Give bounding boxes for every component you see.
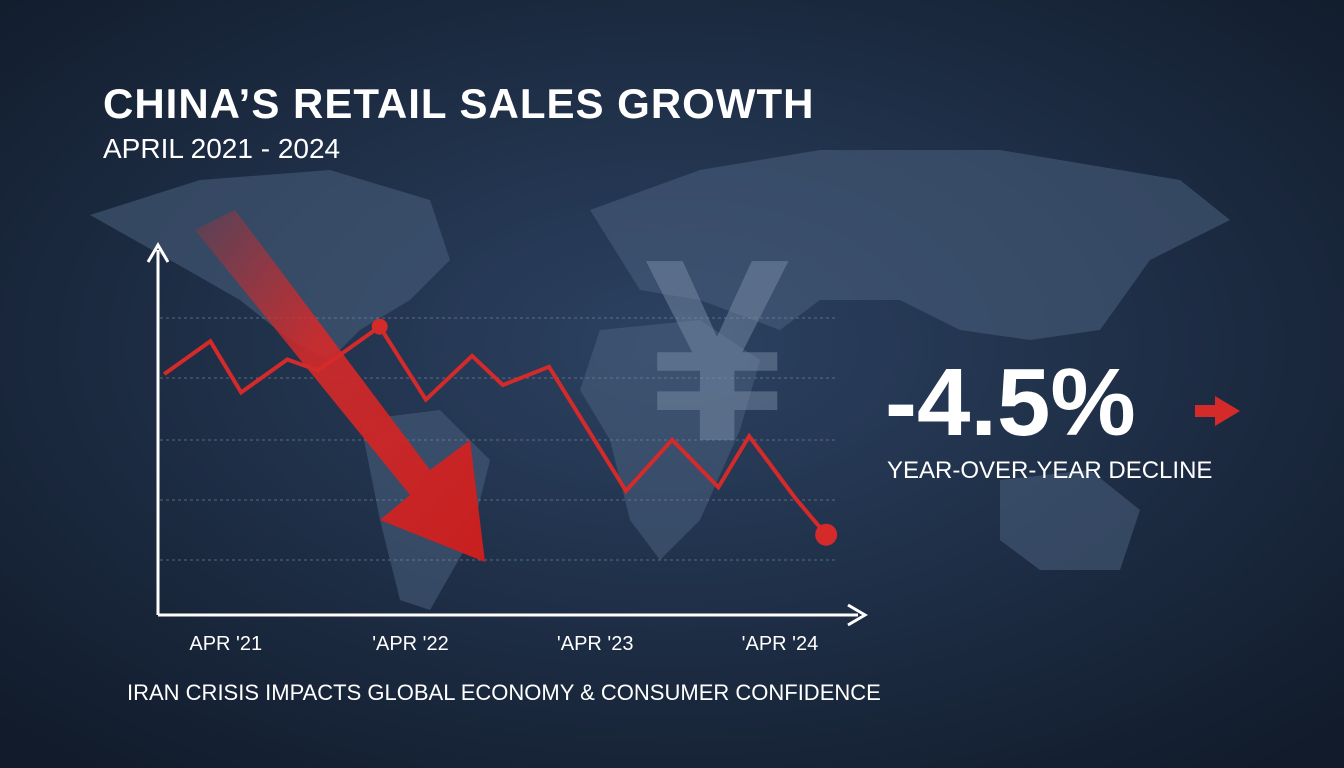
highlight-label: YEAR-OVER-YEAR DECLINE: [887, 457, 1212, 484]
x-tick-label: 'APR '23: [557, 633, 634, 655]
axes: [146, 242, 868, 627]
chart-title: CHINA’S RETAIL SALES GROWTH: [103, 80, 814, 127]
x-tick-label: APR '21: [189, 633, 262, 655]
x-tick-label: 'APR '22: [372, 633, 449, 655]
highlight-point: [815, 523, 838, 546]
footnote: IRAN CRISIS IMPACTS GLOBAL ECONOMY & CON…: [127, 680, 881, 705]
decline-arrow: [195, 210, 485, 562]
yen-symbol: ¥: [645, 206, 791, 496]
x-tick-label: 'APR '24: [742, 633, 819, 655]
stat-arrow: [1195, 396, 1240, 426]
highlight-stat: -4.5%: [885, 349, 1136, 456]
data-line: [162, 323, 828, 536]
chart-subtitle: APRIL 2021 - 2024: [103, 133, 340, 164]
highlight-point: [371, 318, 388, 335]
